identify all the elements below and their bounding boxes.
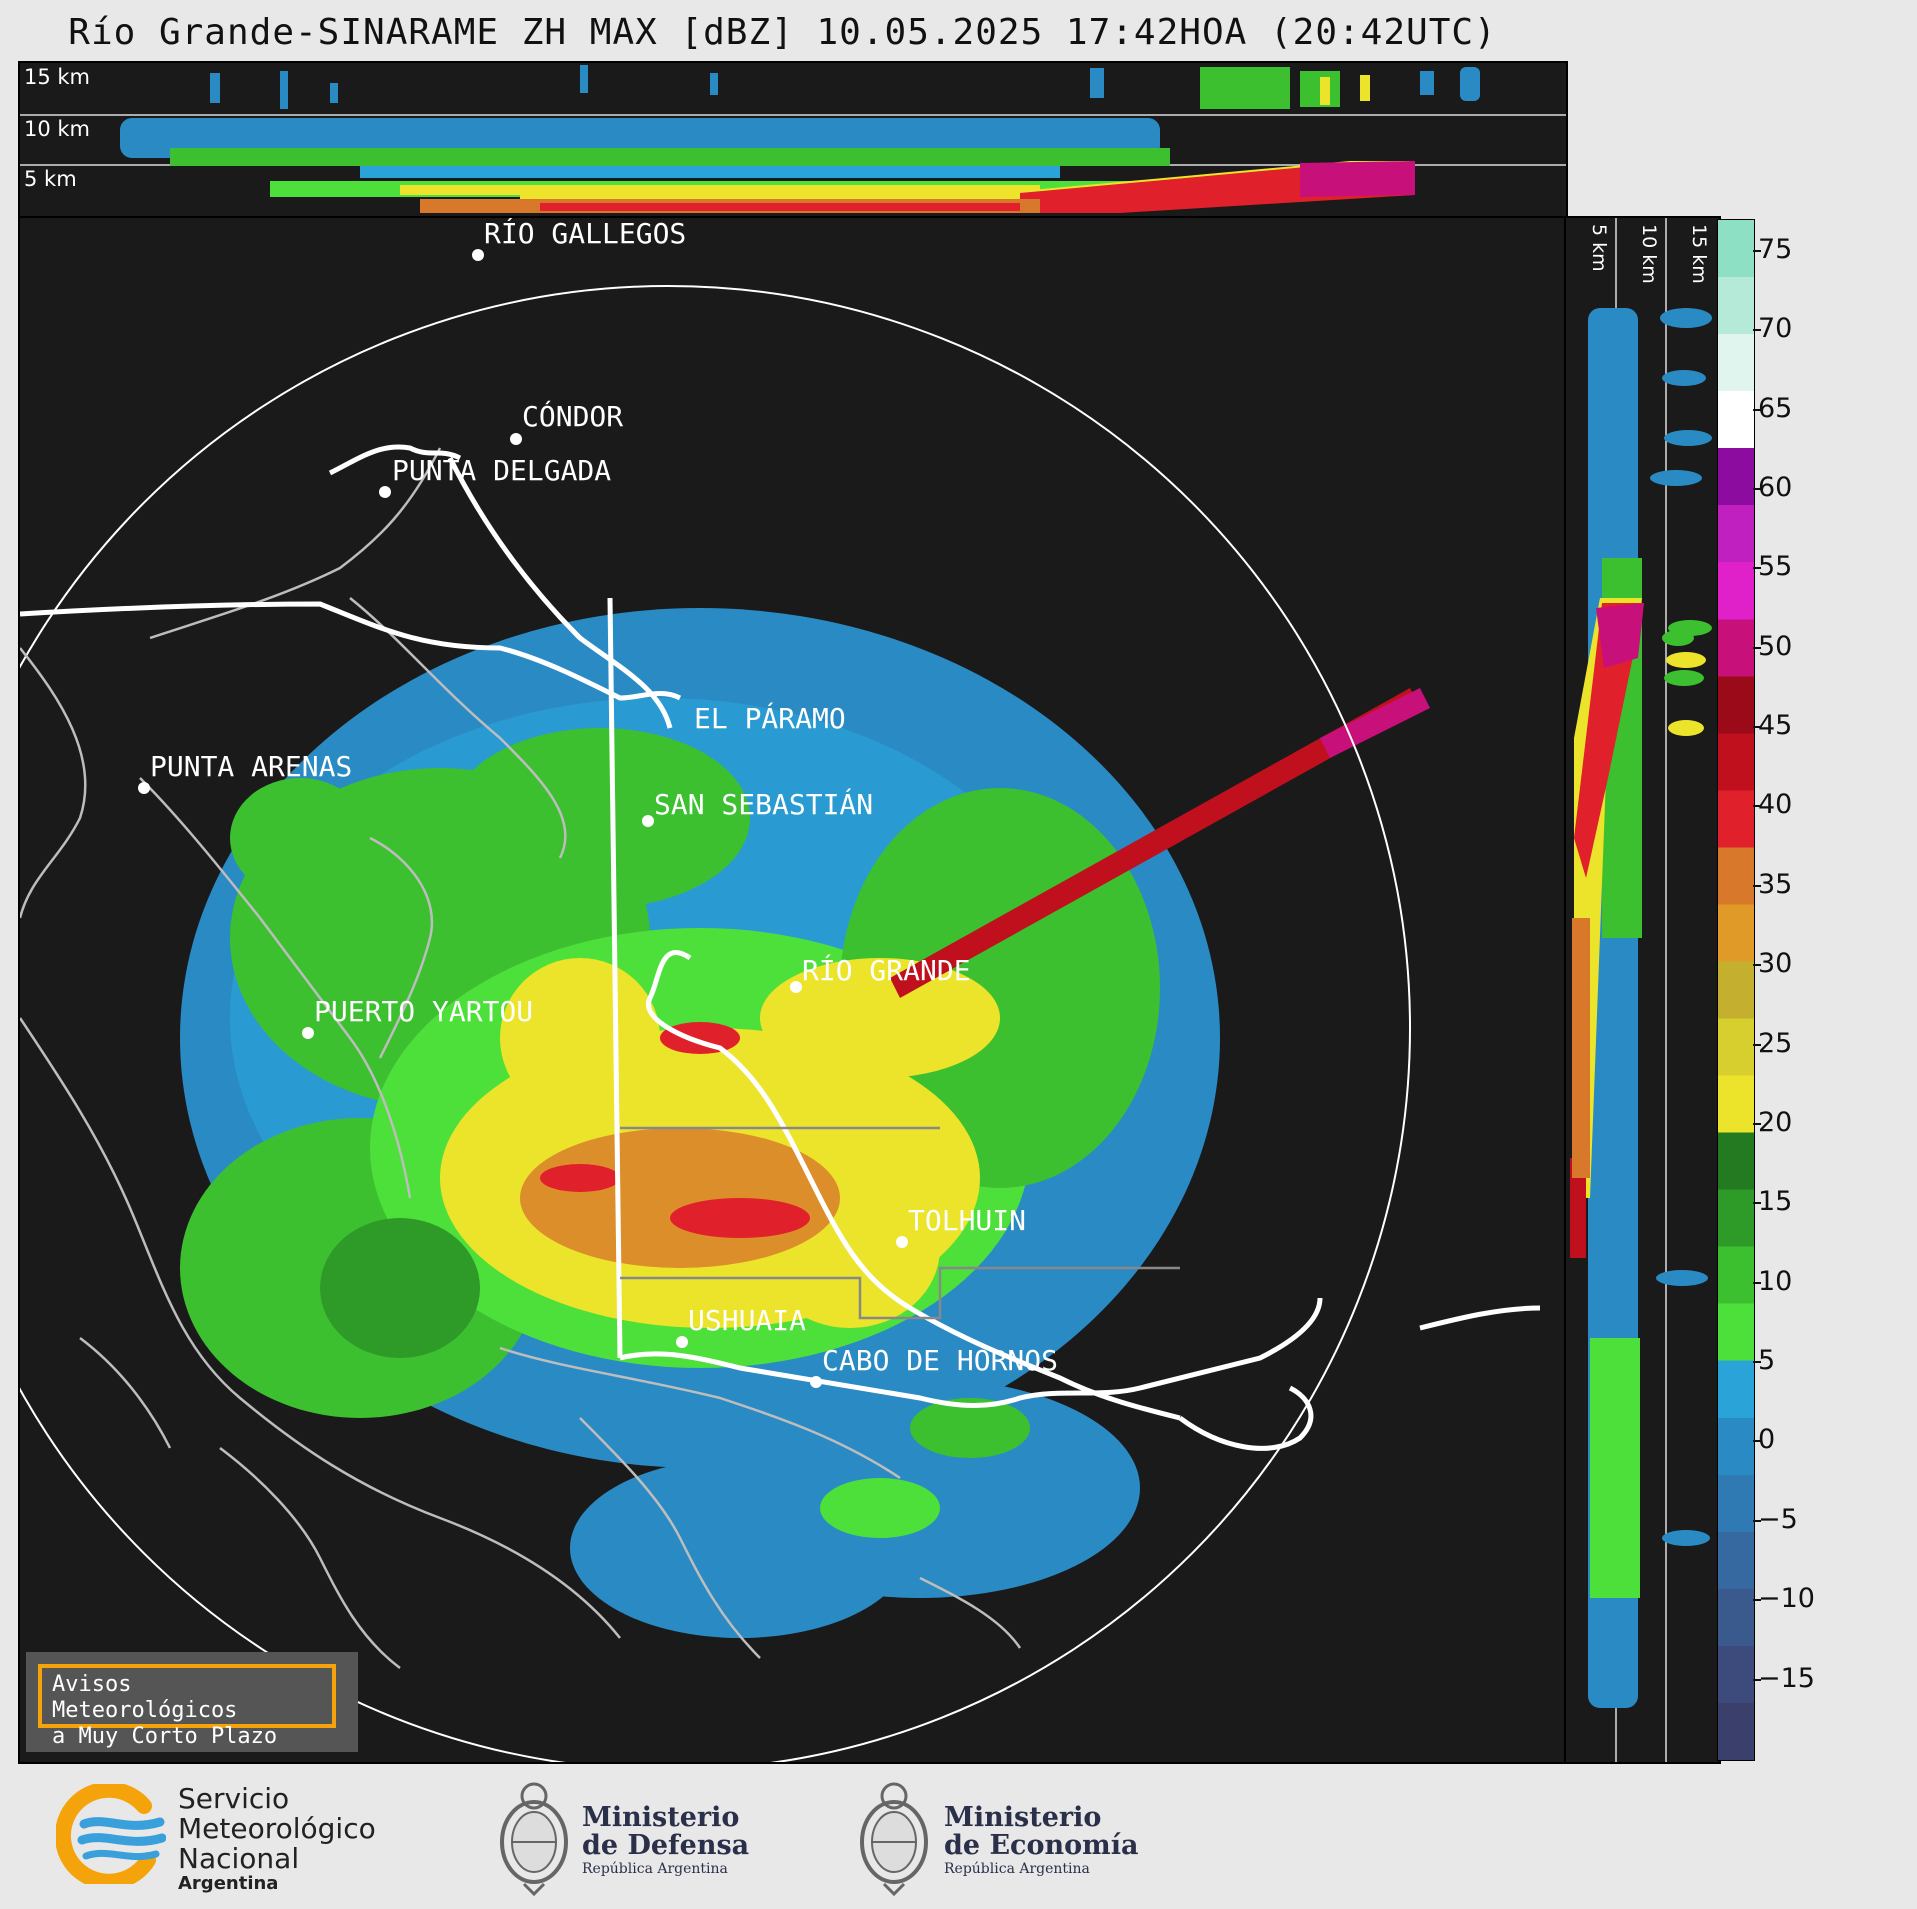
- place-label-rio-grande: RÍO GRANDE: [802, 954, 971, 987]
- economia-escudo-icon: [860, 1782, 928, 1896]
- colorbar-tick-label: 50: [1758, 630, 1793, 662]
- place-label-condor: CÓNDOR: [522, 400, 624, 433]
- side-height-label-15km: 15 km: [1688, 224, 1710, 284]
- colorbar-tick-label: 15: [1758, 1186, 1793, 1218]
- colorbar-tick-mark: [1753, 1599, 1761, 1602]
- defensa-logo-text: Ministerio de Defensa República Argentin…: [582, 1804, 749, 1878]
- place-marker-ushuaia: [676, 1336, 688, 1348]
- avisos-line2: a Muy Corto Plazo: [52, 1724, 278, 1749]
- colorbar: [1717, 219, 1755, 1761]
- place-label-cabo-de-hornos: CABO DE HORNOS: [822, 1344, 1059, 1377]
- colorbar-tick-label: 30: [1758, 948, 1793, 980]
- colorbar-tick-mark: [1753, 805, 1761, 808]
- smn-line1: Servicio: [178, 1782, 290, 1815]
- height-label-10km: 10 km: [24, 117, 91, 141]
- economia-line2: de Economía: [944, 1830, 1139, 1861]
- colorbar-tick-mark: [1753, 1519, 1761, 1522]
- colorbar-tick-label: −10: [1758, 1583, 1815, 1615]
- place-label-punta-arenas: PUNTA ARENAS: [150, 750, 353, 783]
- place-label-ushuaia: USHUAIA: [688, 1304, 807, 1337]
- colorbar-tick-label: 40: [1758, 789, 1793, 821]
- avisos-box[interactable]: Avisos Meteorológicos a Muy Corto Plazo: [26, 1652, 358, 1752]
- place-marker-punta-arenas: [138, 782, 150, 794]
- colorbar-tick-mark: [1753, 646, 1761, 649]
- place-marker-rio-gallegos: [472, 249, 484, 261]
- side-cross-section-graphic: [1570, 218, 1712, 1762]
- colorbar-tick-mark: [1753, 1202, 1761, 1205]
- colorbar-tick-mark: [1753, 1043, 1761, 1046]
- top-cross-section-graphic: [20, 65, 1566, 213]
- smn-logo-text: Servicio Meteorológico Nacional Argentin…: [178, 1784, 376, 1894]
- smn-line4: Argentina: [178, 1873, 279, 1894]
- colorbar-tick-mark: [1753, 408, 1761, 411]
- colorbar-tick-mark: [1753, 964, 1761, 967]
- place-marker-san-sebastian: [642, 815, 654, 827]
- colorbar-tick-mark: [1753, 567, 1761, 570]
- colorbar-tick-mark: [1753, 1440, 1761, 1443]
- place-label-punta-delgada: PUNTA DELGADA: [392, 454, 612, 487]
- colorbar-tick-label: 10: [1758, 1265, 1793, 1297]
- smn-logo-icon: [56, 1784, 166, 1884]
- height-label-15km: 15 km: [24, 65, 91, 89]
- radar-map-panel: RÍO GALLEGOS CÓNDOR PUNTA DELGADA EL PÁR…: [18, 216, 1568, 1764]
- colorbar-tick-label: 25: [1758, 1027, 1793, 1059]
- economia-line1: Ministerio: [944, 1802, 1102, 1833]
- chart-title: Río Grande-SINARAME ZH MAX [dBZ] 10.05.2…: [68, 12, 1497, 53]
- place-marker-condor: [510, 433, 522, 445]
- colorbar-tick-label: 35: [1758, 868, 1793, 900]
- economia-sub: República Argentina: [944, 1861, 1090, 1877]
- colorbar-tick-label: 0: [1758, 1424, 1776, 1456]
- colorbar-tick-mark: [1753, 249, 1761, 252]
- place-marker-tolhuin: [896, 1236, 908, 1248]
- defensa-line1: Ministerio: [582, 1802, 740, 1833]
- colorbar-tick-label: 45: [1758, 710, 1793, 742]
- smn-line2: Meteorológico: [178, 1812, 376, 1845]
- colorbar-tick-mark: [1753, 884, 1761, 887]
- place-marker-puerto-yartou: [302, 1027, 314, 1039]
- side-cross-section-panel: 5 km 10 km 15 km: [1564, 216, 1721, 1764]
- colorbar-tick-label: 75: [1758, 233, 1793, 265]
- place-label-san-sebastian: SAN SEBASTIÁN: [654, 788, 874, 821]
- avisos-line1: Avisos Meteorológicos: [52, 1672, 238, 1723]
- colorbar-tick-label: 60: [1758, 471, 1793, 503]
- economia-logo-text: Ministerio de Economía República Argenti…: [944, 1804, 1138, 1878]
- place-label-el-paramo: EL PÁRAMO: [694, 702, 846, 735]
- place-label-puerto-yartou: PUERTO YARTOU: [314, 995, 534, 1028]
- colorbar-tick-label: 20: [1758, 1106, 1793, 1138]
- colorbar-tick-label: 55: [1758, 551, 1793, 583]
- colorbar-tick-mark: [1753, 487, 1761, 490]
- radar-map-graphic: [20, 285, 1541, 1762]
- place-label-tolhuin: TOLHUIN: [908, 1204, 1027, 1237]
- reflectivity-echoes: [180, 608, 1430, 1638]
- smn-line3: Nacional: [178, 1842, 300, 1875]
- side-height-label-10km: 10 km: [1638, 224, 1660, 284]
- colorbar-tick-mark: [1753, 1281, 1761, 1284]
- place-marker-rio-grande: [790, 981, 802, 993]
- colorbar-tick-mark: [1753, 1361, 1761, 1364]
- defensa-escudo-icon: [500, 1782, 568, 1896]
- colorbar-tick-mark: [1753, 726, 1761, 729]
- colorbar-tick-mark: [1753, 1678, 1761, 1681]
- colorbar-tick-label: 65: [1758, 392, 1793, 424]
- colorbar-tick-label: 70: [1758, 313, 1793, 345]
- place-label-rio-gallegos: RÍO GALLEGOS: [484, 217, 687, 250]
- colorbar-tick-label: −15: [1758, 1662, 1815, 1694]
- place-marker-punta-delgada: [379, 486, 391, 498]
- avisos-label: Avisos Meteorológicos a Muy Corto Plazo: [38, 1664, 336, 1749]
- colorbar-tick-label: −5: [1758, 1503, 1798, 1535]
- height-label-5km: 5 km: [24, 167, 77, 191]
- side-height-label-5km: 5 km: [1588, 224, 1610, 272]
- colorbar-tick-mark: [1753, 1122, 1761, 1125]
- colorbar-tick-label: 5: [1758, 1345, 1776, 1377]
- top-cross-section-panel: 15 km 10 km 5 km: [18, 61, 1568, 220]
- defensa-sub: República Argentina: [582, 1861, 728, 1877]
- defensa-line2: de Defensa: [582, 1830, 750, 1861]
- place-marker-cabo-de-hornos: [810, 1376, 822, 1388]
- colorbar-tick-mark: [1753, 329, 1761, 332]
